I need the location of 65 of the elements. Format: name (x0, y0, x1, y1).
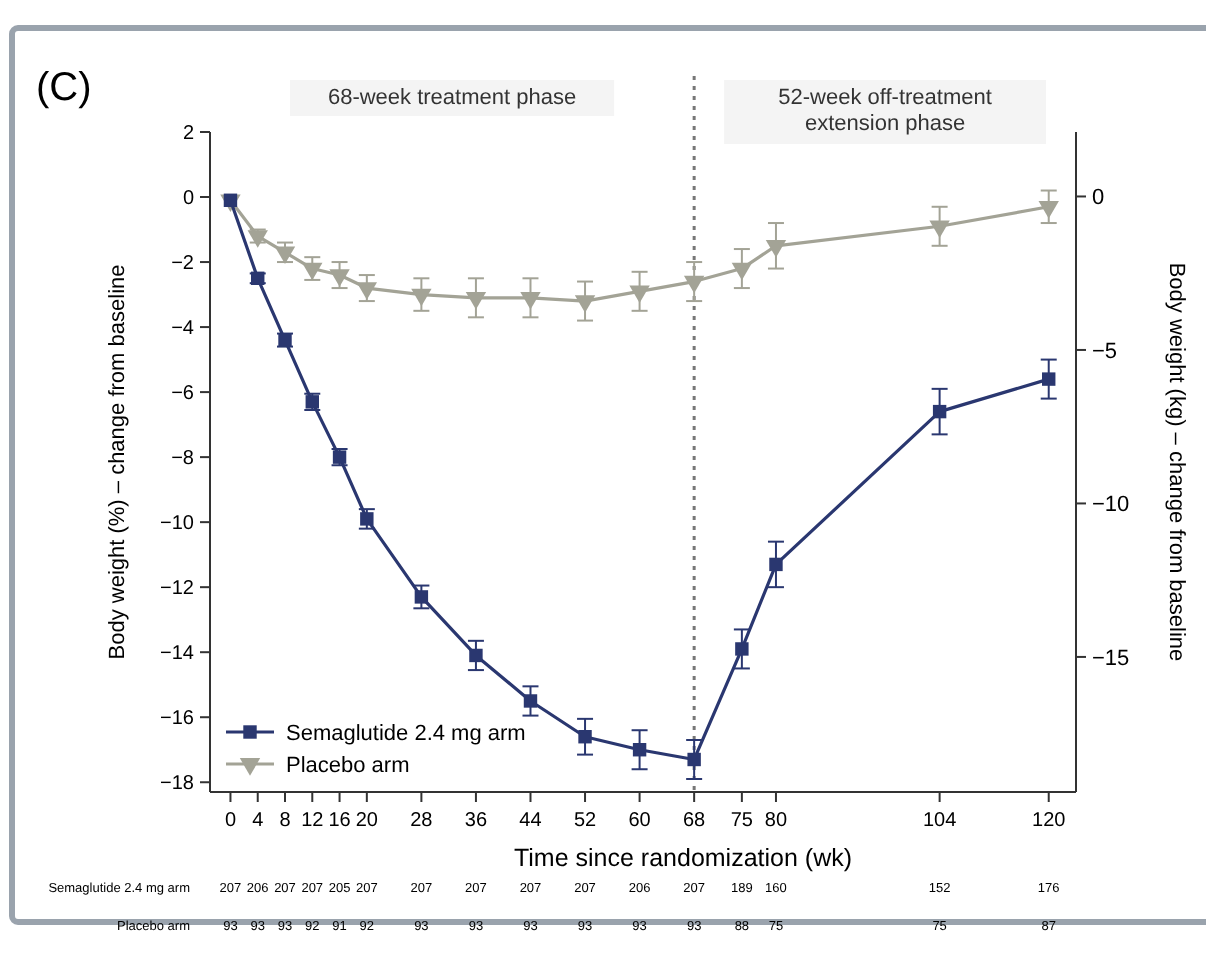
legend-label: Placebo arm (286, 754, 410, 778)
point (1038, 200, 1059, 219)
x-tick-label: 12 (301, 810, 325, 832)
point (683, 275, 705, 294)
x-axis-title: Time since randomization (wk) (513, 844, 853, 872)
y-axis-title: Body weight (%) – change from baseline (106, 264, 130, 660)
chart-title: (C) (36, 66, 92, 110)
y-tick-label: −2 (171, 253, 195, 276)
point (465, 291, 487, 310)
y2-tick-label: −15 (1092, 646, 1130, 671)
x-tick-label: 120 (1032, 810, 1067, 832)
point (302, 262, 323, 281)
point (247, 230, 268, 248)
text: 68-week treatment phase (327, 86, 577, 110)
point (765, 239, 787, 258)
point (632, 743, 647, 757)
y-tick-label: −10 (160, 513, 195, 536)
point (932, 404, 947, 419)
x-tick-label: 20 (355, 810, 379, 832)
y-tick-label: −14 (160, 643, 195, 666)
point (411, 288, 432, 307)
annotation: 52-week off-treatment extension phase (778, 86, 992, 136)
y-tick-label: −8 (171, 448, 195, 471)
point (731, 262, 753, 281)
x-tick-label: 104 (922, 810, 958, 832)
y-tick-label: −6 (171, 383, 195, 406)
y2-tick-label: −5 (1092, 339, 1118, 364)
y2-axis-title: Body weight (kg) – change from baseline (1164, 262, 1188, 662)
point (574, 295, 596, 313)
point (735, 642, 749, 656)
x-tick-label: 28 (410, 810, 434, 832)
y2-tick-label: 0 (1092, 186, 1105, 211)
x-tick-label: 4 (252, 810, 265, 832)
point (469, 648, 483, 663)
point (769, 557, 783, 572)
y-tick-label: −12 (160, 578, 195, 601)
point (629, 285, 650, 304)
y-tick-label: −18 (160, 773, 195, 796)
y-tick-label: −16 (160, 708, 195, 731)
legend-label: Semaglutide 2.4 mg arm (286, 722, 526, 746)
y-tick-label: −4 (171, 318, 195, 341)
point (520, 291, 541, 310)
y-tick-label: 2 (182, 123, 195, 145)
x-tick-label: 44 (519, 810, 543, 832)
x-tick-label: 16 (328, 810, 352, 832)
x-tick-label: 68 (683, 810, 707, 832)
x-tick-label: 80 (764, 810, 788, 832)
x-tick-label: 36 (464, 810, 488, 832)
x-tick-label: 8 (279, 810, 292, 832)
x-tick-label: 0 (224, 810, 237, 832)
point (329, 269, 350, 287)
y2-tick-label: −10 (1092, 493, 1130, 518)
point (356, 282, 378, 300)
point (1042, 372, 1056, 386)
point (274, 246, 296, 265)
point (414, 590, 429, 604)
x-tick-label: 75 (730, 810, 754, 832)
point (523, 694, 538, 708)
y-tick-label: 0 (182, 188, 195, 211)
x-tick-label: 60 (628, 810, 652, 832)
point (929, 220, 950, 239)
point (360, 512, 374, 526)
x-tick-label: 52 (573, 810, 598, 832)
point (687, 752, 701, 767)
point (578, 730, 592, 744)
